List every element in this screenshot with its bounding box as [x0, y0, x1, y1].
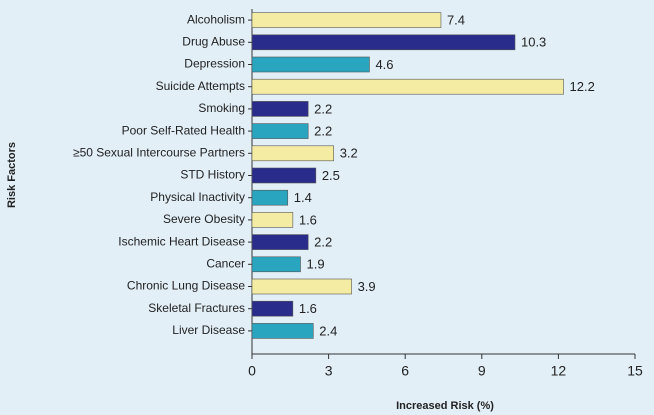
value-label: 10.3	[521, 35, 546, 50]
value-label: 2.2	[314, 101, 332, 116]
bar	[251, 12, 442, 28]
y-tick-label: Depression	[184, 57, 245, 71]
y-tick-label: Suicide Attempts	[156, 79, 245, 93]
y-tick-label: Cancer	[206, 256, 245, 270]
y-tick-label: Ischemic Heart Disease	[118, 234, 245, 248]
value-label: 2.2	[314, 235, 332, 250]
bar	[251, 212, 294, 228]
value-label: 1.4	[294, 190, 312, 205]
bar	[251, 278, 352, 295]
value-label: 2.4	[319, 323, 337, 338]
bar	[251, 123, 309, 139]
y-tick-label: ≥50 Sexual Intercourse Partners	[73, 145, 245, 159]
x-tick-label: 15	[627, 363, 643, 379]
bar	[251, 101, 309, 117]
y-tick-label: STD History	[180, 168, 245, 182]
bar	[251, 300, 294, 317]
x-tick-label: 12	[551, 363, 567, 379]
bar	[251, 56, 370, 73]
y-tick-label: Alcoholism	[187, 12, 245, 26]
bar	[251, 167, 317, 184]
value-label: 4.6	[375, 57, 393, 72]
value-label: 2.2	[314, 124, 332, 139]
x-tick-label: 6	[401, 363, 409, 379]
value-label: 1.6	[299, 212, 317, 227]
y-tick-label: Smoking	[198, 101, 245, 115]
bar	[251, 323, 314, 339]
x-tick-label: 3	[325, 363, 333, 379]
value-label: 3.2	[340, 146, 358, 161]
bar	[251, 145, 335, 162]
value-label: 3.9	[358, 279, 376, 294]
y-tick-label: Skeletal Fractures	[148, 301, 245, 315]
y-tick-label: Drug Abuse	[182, 34, 245, 48]
value-label: 1.6	[299, 301, 317, 316]
value-label: 1.9	[307, 257, 325, 272]
value-label: 12.2	[570, 79, 595, 94]
bar	[251, 78, 564, 95]
bar	[251, 34, 516, 51]
y-tick-label: Liver Disease	[172, 323, 245, 337]
y-tick-label: Chronic Lung Disease	[127, 279, 245, 293]
y-tick-label: Poor Self-Rated Health	[122, 123, 245, 137]
value-label: 2.5	[322, 168, 340, 183]
y-tick-label: Severe Obesity	[163, 212, 245, 226]
x-tick-label: 9	[478, 363, 486, 379]
y-axis-label: Risk Factors	[6, 142, 18, 208]
bar	[251, 234, 309, 250]
y-tick-label: Physical Inactivity	[150, 190, 245, 204]
bar	[251, 256, 301, 273]
bar	[251, 189, 289, 206]
x-tick-label: 0	[248, 363, 256, 379]
value-label: 7.4	[447, 13, 465, 28]
x-axis-label: Increased Risk (%)	[396, 400, 494, 412]
